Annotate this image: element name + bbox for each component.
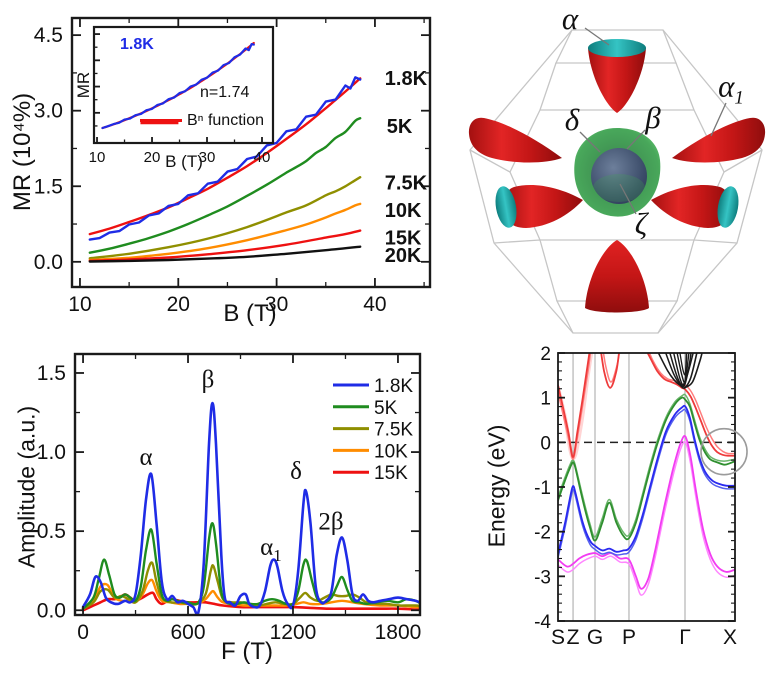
svg-text:7.5K: 7.5K bbox=[374, 420, 413, 441]
brillouin-zone-wireframe bbox=[469, 29, 763, 334]
svg-text:X: X bbox=[723, 626, 737, 649]
svg-text:-2: -2 bbox=[534, 523, 551, 544]
fermi-label-beta: β bbox=[645, 100, 661, 135]
svg-text:40: 40 bbox=[363, 293, 386, 316]
svg-text:β: β bbox=[202, 366, 215, 393]
fermi-pocket-left-upper bbox=[468, 117, 562, 163]
fermi-pocket-left-lower bbox=[495, 184, 583, 228]
fermi-pocket-bottom bbox=[585, 240, 649, 313]
fermi-label-leader-lines bbox=[579, 27, 727, 215]
svg-text:0.5: 0.5 bbox=[37, 520, 66, 543]
svg-text:3.0: 3.0 bbox=[34, 100, 63, 123]
svg-text:0: 0 bbox=[540, 433, 551, 454]
fft-amplitude-panel: 0 600 1200 1800 0.0 0.5 1.0 1.5 α β α1 δ 2β 1.8K5K7.5… bbox=[37, 352, 422, 644]
svg-text:600: 600 bbox=[170, 621, 205, 644]
svg-text:10: 10 bbox=[68, 293, 91, 316]
fft-xlabel: F (T) bbox=[221, 638, 273, 665]
fermi-label-alpha: α bbox=[561, 1, 579, 36]
fermi-label-delta: δ bbox=[564, 102, 580, 137]
inset-ylabel: MR bbox=[74, 71, 93, 99]
svg-text:20K: 20K bbox=[385, 245, 422, 267]
svg-text:-3: -3 bbox=[534, 567, 551, 588]
mr-inset-panel: 10 20 30 40 bbox=[89, 25, 275, 166]
svg-text:10K: 10K bbox=[385, 200, 422, 222]
fermi-label-zeta: ζ bbox=[634, 206, 648, 241]
svg-text:15K: 15K bbox=[385, 228, 422, 250]
fermi-pocket-center bbox=[574, 128, 661, 217]
svg-text:15K: 15K bbox=[374, 463, 408, 484]
svg-text:30: 30 bbox=[265, 293, 288, 316]
inset-xlabel: B (T) bbox=[165, 152, 203, 171]
svg-text:0.0: 0.0 bbox=[34, 251, 63, 274]
svg-text:0.0: 0.0 bbox=[37, 599, 66, 622]
inset-fit-legend-label: Bⁿ function bbox=[187, 112, 264, 129]
fermi-pocket-alpha1 bbox=[672, 117, 766, 163]
svg-text:20: 20 bbox=[167, 293, 190, 316]
svg-text:7.5K: 7.5K bbox=[385, 173, 428, 195]
svg-text:5K: 5K bbox=[374, 398, 398, 419]
svg-text:20: 20 bbox=[144, 149, 161, 166]
svg-text:4.5: 4.5 bbox=[34, 24, 63, 47]
svg-text:0: 0 bbox=[77, 621, 89, 644]
inset-temperature-label: 1.8K bbox=[120, 36, 154, 53]
svg-text:-4: -4 bbox=[534, 612, 551, 633]
svg-text:δ: δ bbox=[290, 458, 302, 485]
fft-ylabel: Amplitude (a.u.) bbox=[13, 405, 40, 569]
fermi-pocket-right-lower bbox=[651, 184, 739, 228]
band-ylabel: Energy (eV) bbox=[483, 424, 510, 548]
svg-text:1.8K: 1.8K bbox=[385, 68, 428, 90]
svg-text:S: S bbox=[551, 626, 565, 649]
mr-ylabel: MR (10⁴%) bbox=[9, 92, 36, 212]
inset-fit-legend-line bbox=[140, 119, 182, 122]
svg-text:1.8K: 1.8K bbox=[374, 376, 413, 397]
fermi-pocket-zeta-sphere bbox=[591, 148, 647, 204]
mr-xlabel: B (T) bbox=[223, 300, 277, 327]
svg-text:10: 10 bbox=[89, 149, 106, 166]
svg-text:2: 2 bbox=[540, 344, 551, 365]
svg-text:10K: 10K bbox=[374, 441, 408, 462]
svg-text:40: 40 bbox=[254, 149, 271, 166]
fermi-pocket-alpha bbox=[588, 39, 646, 113]
fermi-label-alpha1: α1 bbox=[718, 68, 744, 109]
svg-text:G: G bbox=[587, 626, 603, 649]
svg-text:1800: 1800 bbox=[375, 621, 422, 644]
svg-text:5K: 5K bbox=[387, 116, 413, 138]
svg-text:30: 30 bbox=[199, 149, 216, 166]
svg-text:P: P bbox=[622, 626, 636, 649]
fermi-label-alpha1-base: α bbox=[718, 68, 735, 104]
band-structure-panel: -4 -3 -2 -1 0 1 2 S Z G P Γ X bbox=[534, 344, 748, 649]
svg-text:α1: α1 bbox=[260, 534, 282, 565]
inset-fit-exponent-label: n=1.74 bbox=[200, 84, 250, 101]
svg-text:1200: 1200 bbox=[270, 621, 317, 644]
svg-text:Γ: Γ bbox=[679, 626, 691, 649]
svg-text:1.5: 1.5 bbox=[34, 175, 63, 198]
svg-text:1: 1 bbox=[540, 389, 551, 410]
svg-text:1.5: 1.5 bbox=[37, 362, 66, 385]
fermi-surface-panel bbox=[468, 27, 766, 334]
svg-text:2β: 2β bbox=[318, 509, 343, 536]
svg-text:α: α bbox=[139, 444, 152, 471]
svg-text:1.0: 1.0 bbox=[37, 441, 66, 464]
svg-text:Z: Z bbox=[567, 626, 580, 649]
fermi-label-alpha1-sub: 1 bbox=[734, 87, 744, 109]
svg-text:-1: -1 bbox=[534, 478, 551, 499]
